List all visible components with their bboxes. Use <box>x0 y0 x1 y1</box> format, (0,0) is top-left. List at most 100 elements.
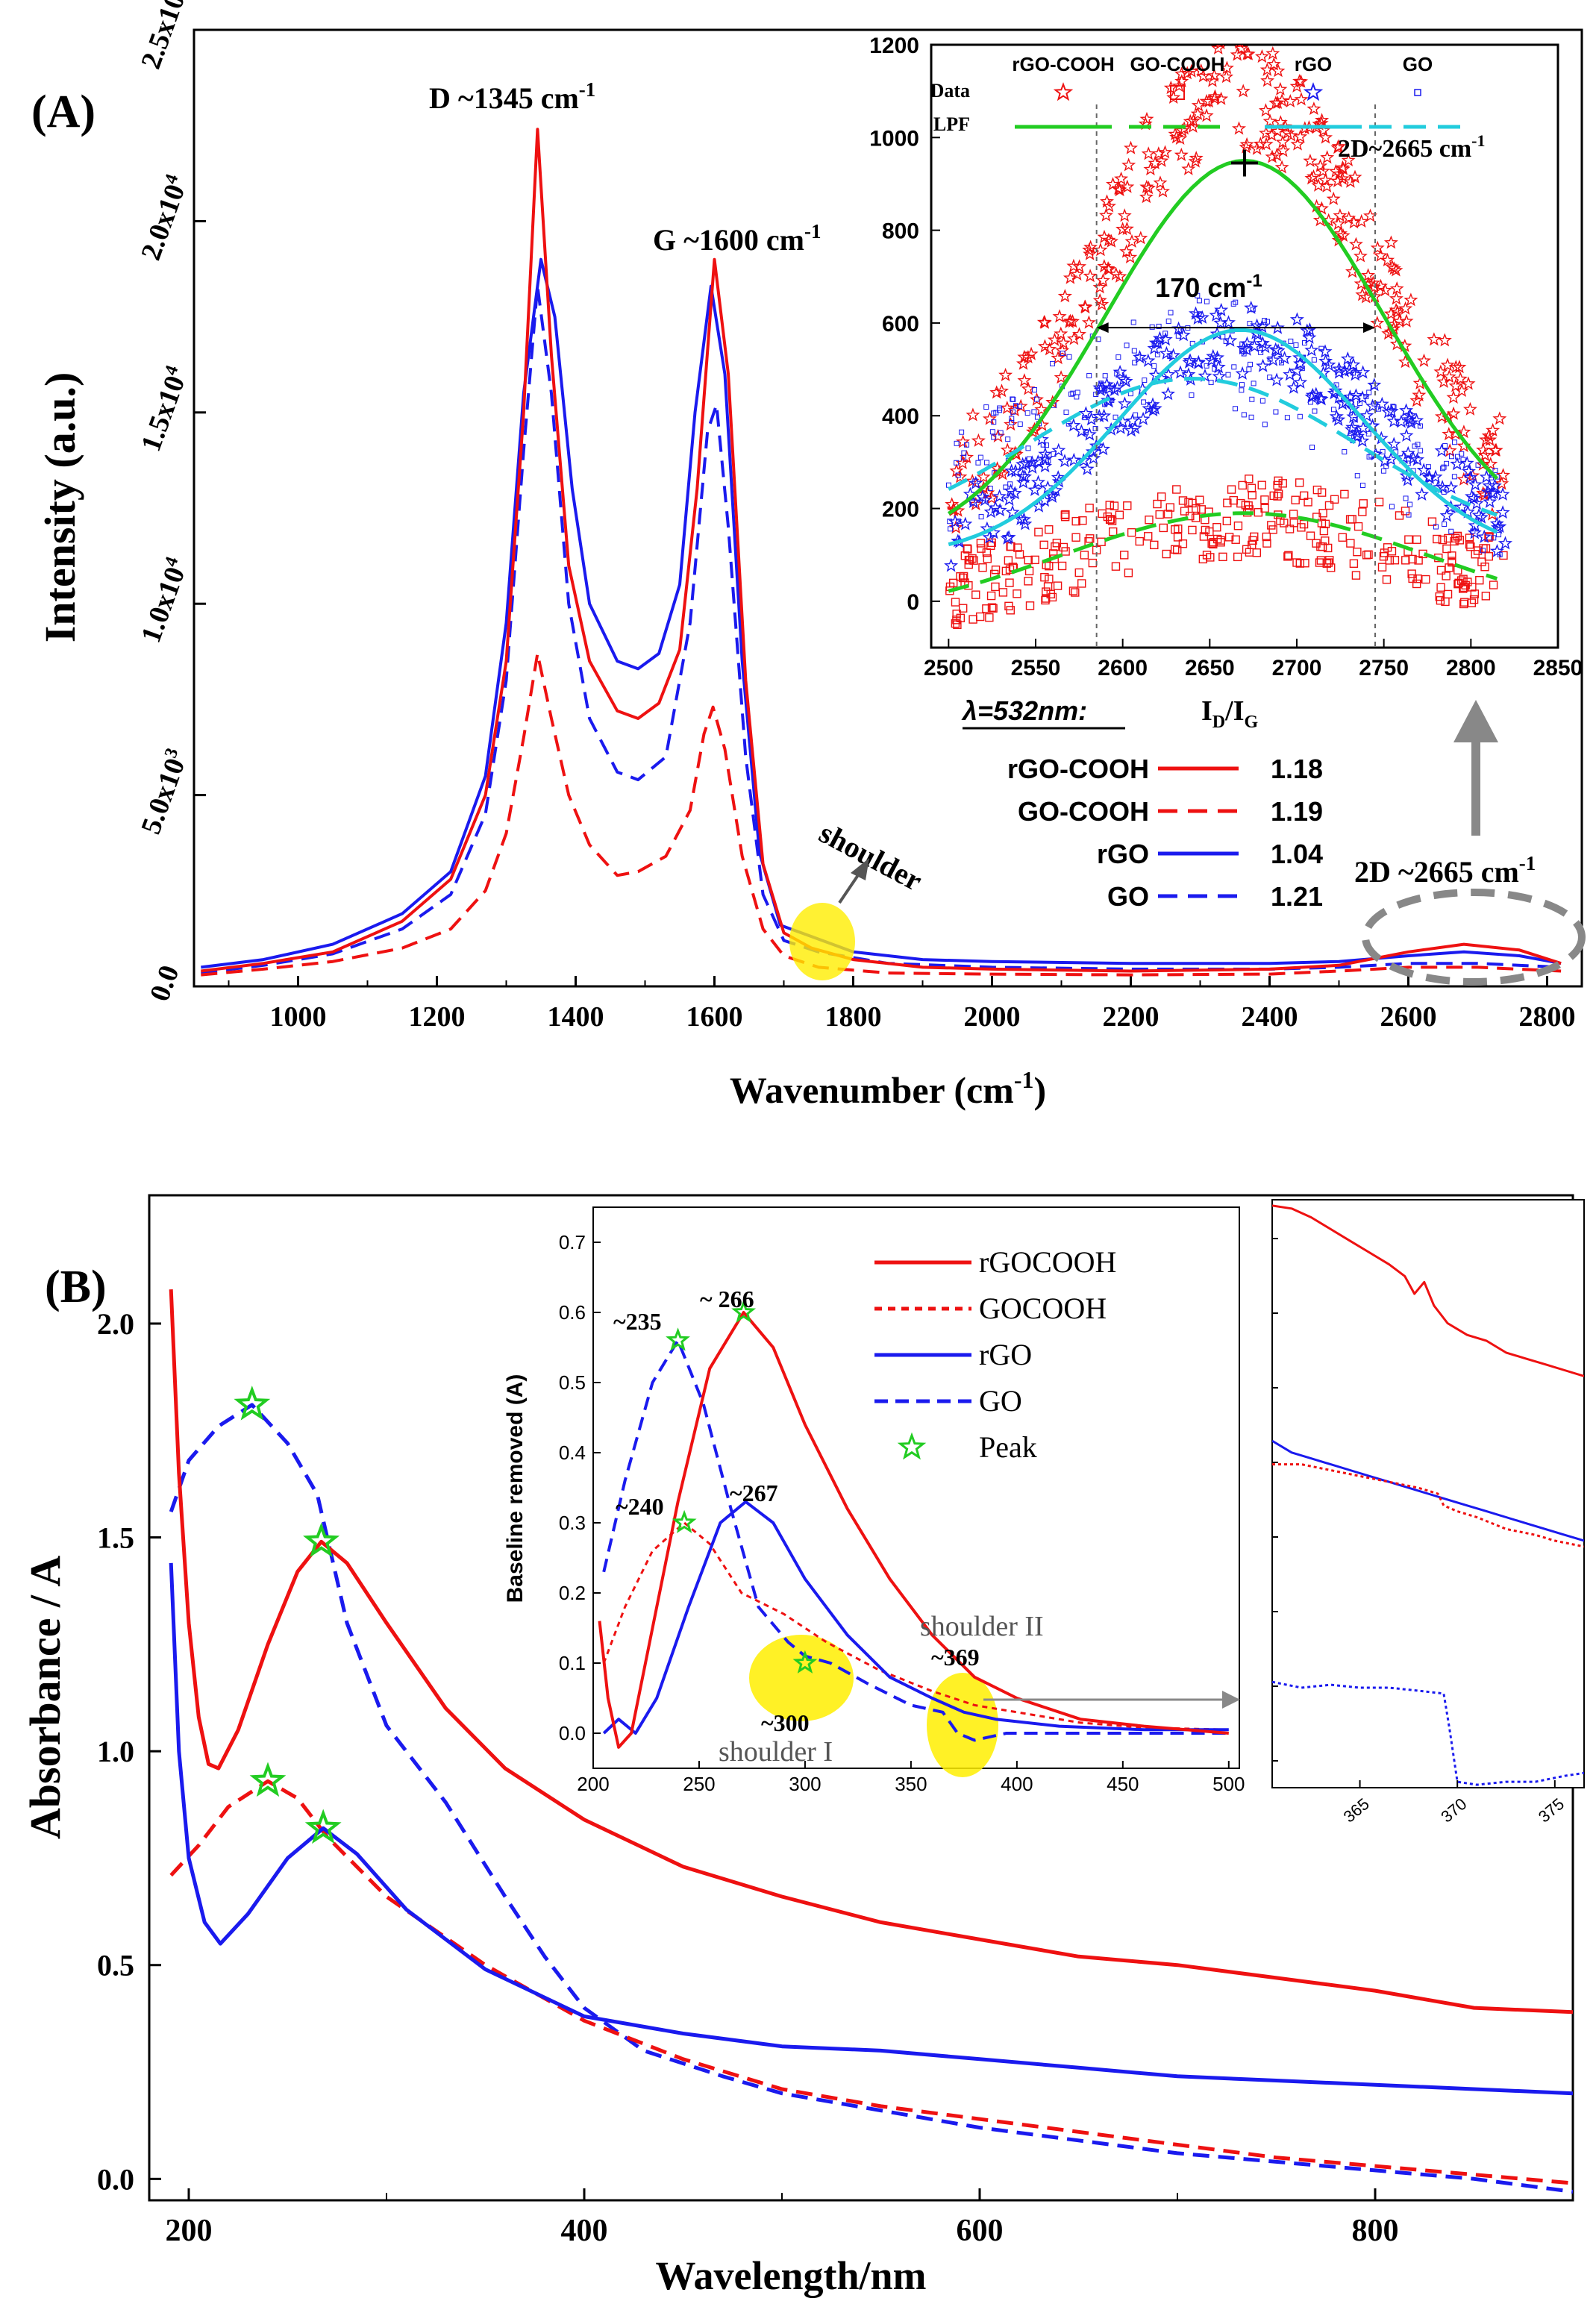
inset-x-tick-label: 2550 <box>1011 656 1061 680</box>
scatter-point <box>1101 385 1107 391</box>
inset-legend-marker <box>1170 85 1185 100</box>
scatter-point <box>1207 539 1216 548</box>
scatter-point <box>1024 346 1039 360</box>
scatter-point <box>1037 339 1052 353</box>
series-rGO <box>169 1562 1573 2096</box>
scatter-point <box>991 582 1000 592</box>
scatter-point <box>1247 339 1262 353</box>
scatter-point <box>1443 500 1459 514</box>
scatter-point <box>944 558 959 572</box>
scatter-point <box>1358 507 1367 516</box>
scatter-point <box>1321 536 1330 545</box>
scatter-point <box>989 429 995 435</box>
scatter-point <box>1321 357 1336 372</box>
scatter-point <box>1262 539 1271 548</box>
inset-y-tick-label: 400 <box>882 404 919 429</box>
scatter-point <box>1380 548 1389 557</box>
scatter-point <box>1403 292 1418 307</box>
scatter-point <box>1258 339 1273 354</box>
scatter-point <box>1359 408 1374 422</box>
y-tick-label: 2.0 <box>97 1307 134 1341</box>
scatter-point <box>1246 366 1252 372</box>
scatter-point <box>1351 571 1361 580</box>
scatter-point <box>1456 425 1471 439</box>
scatter-point <box>1480 548 1486 554</box>
scatter-point <box>1033 396 1039 402</box>
scatter-point <box>1318 542 1327 551</box>
scatter-point <box>1017 373 1032 387</box>
scatter-point <box>1439 508 1454 522</box>
scatter-point <box>1195 292 1201 298</box>
scatter-point <box>971 433 986 447</box>
inset-y-tick-label: 0.4 <box>559 1441 586 1464</box>
scatter-point <box>968 554 977 563</box>
y-tick-label: 2.0x104 <box>134 172 194 264</box>
scatter-point <box>1492 468 1498 474</box>
scatter-point <box>956 572 965 581</box>
scatter-point <box>1399 313 1414 328</box>
y-tick-mantissa: 2.5x10 <box>135 0 191 73</box>
scatter-point <box>1142 378 1148 384</box>
inset-x-tick-label: 350 <box>895 1773 927 1795</box>
panel-a-label: (A) <box>31 87 96 137</box>
scatter-point <box>954 460 960 466</box>
scatter-point <box>1051 351 1065 365</box>
scatter-point <box>1095 273 1110 287</box>
scatter-point <box>1353 248 1368 263</box>
inset-y-tick-label: 800 <box>882 219 919 244</box>
scatter-point <box>1125 413 1140 428</box>
scatter-point <box>1359 499 1368 508</box>
scatter-point <box>1213 316 1228 330</box>
zoom-x-tick-label: 365 <box>1340 1794 1373 1826</box>
scatter-point <box>982 411 997 425</box>
scatter-point <box>1136 411 1151 425</box>
scatter-point <box>1438 535 1448 545</box>
scatter-point <box>1102 381 1117 395</box>
series-rGO-COOH <box>201 128 1562 973</box>
scatter-point <box>1239 387 1245 393</box>
scatter-point <box>1131 348 1137 354</box>
scatter-point <box>1373 278 1389 292</box>
scatter-point <box>1051 442 1066 457</box>
inset-y-tick-label: 0.1 <box>559 1652 586 1674</box>
scatter-point <box>1098 509 1107 519</box>
scatter-point <box>983 504 998 519</box>
scatter-point <box>1380 448 1386 454</box>
scatter-point <box>1148 155 1162 169</box>
scatter-point <box>1000 442 1015 457</box>
scatter-point <box>1315 558 1324 567</box>
x-tick-label: 600 <box>957 2214 1004 2248</box>
series-GO <box>169 1403 1573 2194</box>
scatter-point <box>975 489 990 504</box>
shoulder-i-label: shoulder I <box>719 1736 833 1768</box>
fit-rGO-COOH LPF <box>947 158 1499 516</box>
peak-240-label: ~240 <box>616 1493 664 1520</box>
scatter-point <box>1462 470 1477 484</box>
scatter-GO-COOH <box>945 475 1508 630</box>
scatter-point <box>1196 69 1211 83</box>
inset-legend-marker <box>897 1432 927 1460</box>
scatter-point <box>1021 350 1036 364</box>
scatter-point <box>1114 371 1120 377</box>
scatter-point <box>1206 348 1221 363</box>
scatter-point <box>1486 422 1500 437</box>
scatter-point <box>1475 462 1481 468</box>
scatter-point <box>1095 297 1110 311</box>
scatter-point <box>1031 409 1037 415</box>
scatter-point <box>1016 475 1031 489</box>
scatter-point <box>1385 556 1395 565</box>
scatter-point <box>1083 269 1098 283</box>
scatter-point <box>1143 162 1158 176</box>
scatter-point <box>1317 488 1327 497</box>
scatter-point <box>1009 416 1015 422</box>
scatter-point <box>1452 439 1458 445</box>
scatter-point <box>1265 46 1280 60</box>
scatter-point <box>1259 398 1265 404</box>
scatter-point <box>1440 466 1446 472</box>
shoulder-arrow <box>838 858 869 904</box>
scatter-point <box>1101 262 1116 276</box>
scatter-point <box>1268 342 1283 356</box>
scatter-point <box>1174 525 1183 533</box>
scatter-point <box>1448 557 1456 566</box>
scatter-point <box>1442 443 1448 449</box>
